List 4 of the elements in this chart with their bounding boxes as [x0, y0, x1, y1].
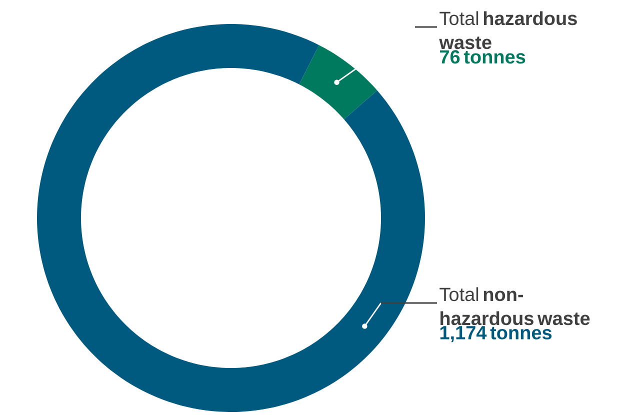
data-label: 1,174 tonnes	[440, 326, 552, 342]
data-label: 76 tonnes	[440, 50, 526, 64]
slice-label: Total non-hazardous waste	[440, 287, 590, 326]
slice-label: Total hazardous waste	[439, 11, 577, 50]
